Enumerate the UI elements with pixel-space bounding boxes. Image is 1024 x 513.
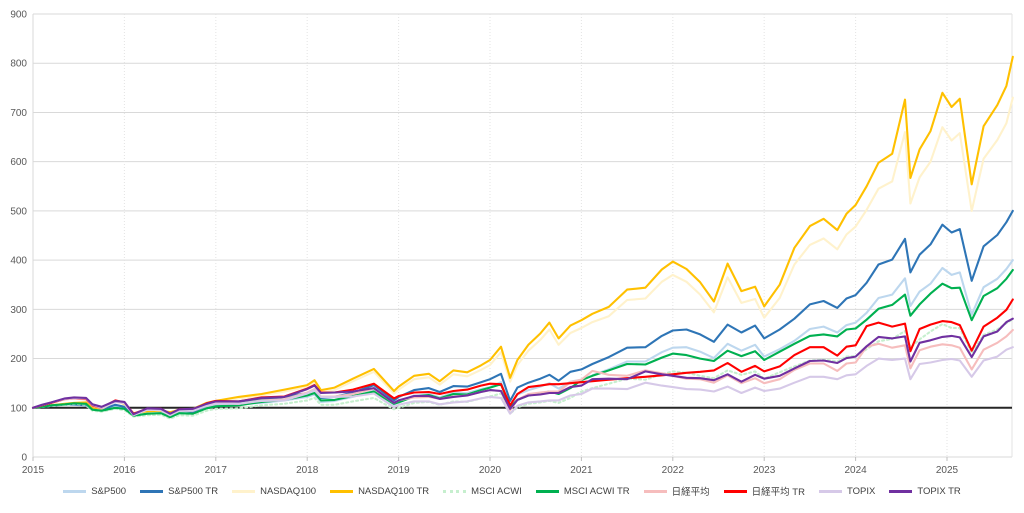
y-axis-tick-label: 700	[10, 108, 27, 119]
y-axis-tick-label: 900	[10, 10, 27, 21]
legend-label: 日経平均	[671, 487, 710, 498]
legend-swatch	[330, 489, 354, 493]
legend-label: S&P500	[91, 485, 127, 497]
series-line-nasdaq100-tr	[31, 55, 1014, 415]
x-axis-tick-label: 2025	[936, 465, 959, 476]
legend-swatch	[443, 489, 467, 493]
x-axis-tick-label: 2020	[479, 465, 502, 476]
legend-swatch	[232, 489, 256, 493]
legend-label: 日経平均 TR	[751, 487, 805, 498]
legend-label: TOPIX	[846, 485, 876, 497]
x-axis-tick-label: 2018	[296, 465, 319, 476]
legend-item-s&p500-tr: S&P500 TR	[140, 486, 218, 497]
x-axis-tick-label: 2016	[113, 465, 136, 476]
x-axis-tick-label: 2022	[662, 465, 685, 476]
legend-item-msci-acwi-tr: MSCI ACWI TR	[535, 485, 630, 497]
y-axis-tick-label: 100	[10, 403, 27, 414]
y-axis-tick-label: 600	[10, 157, 27, 168]
x-axis-tick-label: 2015	[22, 465, 45, 476]
legend-item-topix-tr: TOPIX TR	[889, 485, 961, 497]
x-axis-tick-label: 2021	[570, 465, 593, 476]
legend-item-nasdaq100-tr: NASDAQ100 TR	[330, 486, 429, 497]
legend-label: NASDAQ100 TR	[358, 485, 430, 497]
legend-swatch	[140, 489, 164, 493]
x-axis-tick-label: 2017	[205, 465, 228, 476]
legend-item-s&p500: S&P500	[63, 486, 126, 497]
y-axis-tick-label: 0	[21, 453, 27, 464]
series-line-msci-acwi-tr	[31, 268, 1014, 419]
legend-label: NASDAQ100	[260, 485, 317, 497]
legend-label: MSCI ACWI	[471, 485, 522, 497]
x-axis-tick-label: 2023	[753, 465, 776, 476]
legend-swatch	[818, 489, 842, 493]
legend-label: TOPIX TR	[917, 485, 961, 497]
legend-swatch	[889, 489, 913, 493]
legend-item-topix: TOPIX	[818, 485, 876, 497]
legend-label: S&P500 TR	[168, 485, 219, 497]
legend-item-msci-acwi: MSCI ACWI	[443, 486, 522, 497]
series-line-日経平均	[31, 328, 1014, 417]
legend-swatch	[63, 489, 87, 493]
legend-item-nasdaq100: NASDAQ100	[232, 486, 316, 497]
series-line-topix-tr	[31, 317, 1014, 416]
x-axis-tick-label: 2024	[844, 465, 867, 476]
series-line-topix	[31, 346, 1014, 417]
legend-swatch	[643, 489, 667, 493]
legend-label: MSCI ACWI TR	[563, 485, 630, 497]
legend-item-日経平均: 日経平均	[643, 484, 710, 498]
chart-legend: S&P500 S&P500 TR NASDAQ100 NASDAQ100 TR MSCI…	[0, 484, 1024, 498]
legend-swatch	[535, 489, 559, 493]
y-axis-tick-label: 300	[10, 305, 27, 316]
x-axis-tick-label: 2019	[387, 465, 410, 476]
y-axis-tick-label: 500	[10, 206, 27, 217]
y-axis-tick-label: 200	[10, 354, 27, 365]
y-axis-tick-label: 400	[10, 256, 27, 267]
legend-item-日経平均-tr: 日経平均 TR	[723, 484, 805, 498]
y-axis-tick-label: 800	[10, 59, 27, 70]
legend-swatch	[723, 489, 747, 493]
series-line-msci-acwi	[31, 318, 1014, 420]
